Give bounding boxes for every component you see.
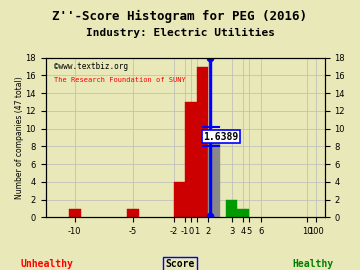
Bar [174,182,185,217]
Text: Industry: Electric Utilities: Industry: Electric Utilities [86,28,275,38]
Bar [226,200,238,217]
Text: Unhealthy: Unhealthy [21,259,73,269]
Text: The Research Foundation of SUNY: The Research Foundation of SUNY [54,77,186,83]
Text: Z''-Score Histogram for PEG (2016): Z''-Score Histogram for PEG (2016) [53,9,307,22]
Bar [127,208,139,217]
Bar [197,66,208,217]
Bar [185,102,197,217]
Bar [69,208,81,217]
Text: Healthy: Healthy [293,259,334,269]
Text: Score: Score [165,259,195,269]
Bar [208,137,220,217]
Bar [238,208,249,217]
Text: ©www.textbiz.org: ©www.textbiz.org [54,62,128,72]
Text: 1.6389: 1.6389 [203,132,238,142]
Y-axis label: Number of companies (47 total): Number of companies (47 total) [15,76,24,199]
